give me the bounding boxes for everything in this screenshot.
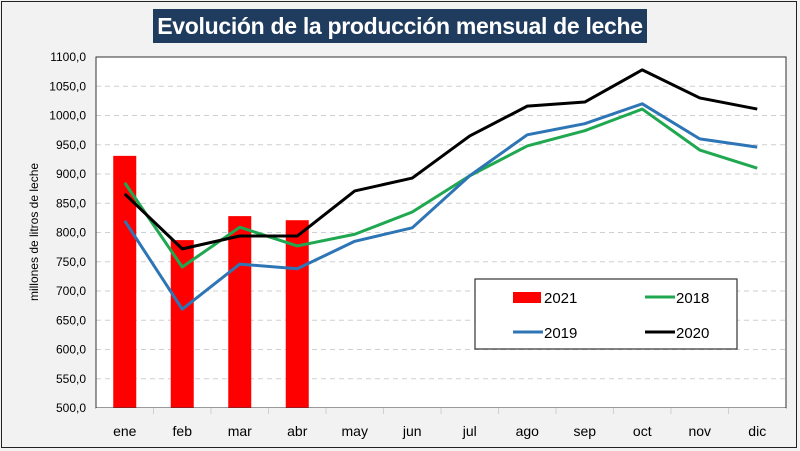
- line-series: [123, 68, 758, 311]
- y-axis-title: millones de litros de leche: [27, 163, 41, 301]
- y-tick-label: 950,0: [56, 138, 86, 152]
- line-series-2019: [123, 102, 758, 311]
- line-series-2018: [123, 107, 758, 269]
- bar-2021-ene: [113, 155, 137, 408]
- y-tick-label: 750,0: [56, 255, 86, 269]
- y-tick-label: 500,0: [56, 401, 86, 415]
- legend-box: [474, 278, 738, 350]
- y-tick-label: 1050,0: [49, 79, 86, 93]
- x-tick-label: jul: [462, 423, 477, 439]
- line-series-2020: [123, 68, 758, 251]
- x-tick-label: may: [342, 423, 368, 439]
- legend: 2021 2018 2019 2020: [474, 278, 738, 350]
- x-tick-label: mar: [228, 423, 252, 439]
- legend-label-2018: 2018: [676, 290, 709, 307]
- y-tick-label: 650,0: [56, 313, 86, 327]
- y-tick-label: 1100,0: [50, 50, 86, 64]
- x-tick-label: ago: [516, 423, 540, 439]
- x-tick-label: dic: [748, 423, 766, 439]
- bar-2021-feb: [170, 240, 194, 408]
- y-tick-label: 900,0: [56, 167, 86, 181]
- x-tick-label: jun: [402, 423, 422, 439]
- legend-label-2021: 2021: [544, 290, 577, 307]
- x-tick-label: nov: [688, 423, 711, 439]
- y-axis-ticks: 500,0 550,0 600,0 650,0 700,0 750,0 800,0 850,0…: [49, 50, 86, 415]
- y-tick-label: 700,0: [56, 284, 86, 298]
- x-tick-label: abr: [287, 423, 308, 439]
- y-tick-label: 600,0: [56, 343, 86, 357]
- y-tick-label: 800,0: [56, 226, 86, 240]
- x-tick-label: oct: [633, 423, 652, 439]
- y-tick-label: 550,0: [56, 372, 86, 386]
- legend-label-2020: 2020: [676, 325, 709, 342]
- bar-2021-mar: [228, 216, 252, 408]
- legend-label-2019: 2019: [544, 325, 577, 342]
- x-tick-label: feb: [173, 423, 193, 439]
- x-tick-label: ene: [113, 423, 137, 439]
- x-axis-ticks: ene feb mar abr may jun jul ago sep oct nov dic: [113, 408, 766, 439]
- x-tick-label: sep: [573, 423, 596, 439]
- y-tick-label: 850,0: [56, 196, 86, 210]
- bar-2021-abr: [285, 220, 309, 408]
- y-tick-label: 1000,0: [49, 109, 86, 123]
- legend-swatch-2021: [513, 292, 541, 303]
- chart-title: Evolución de la producción mensual de le…: [153, 9, 647, 43]
